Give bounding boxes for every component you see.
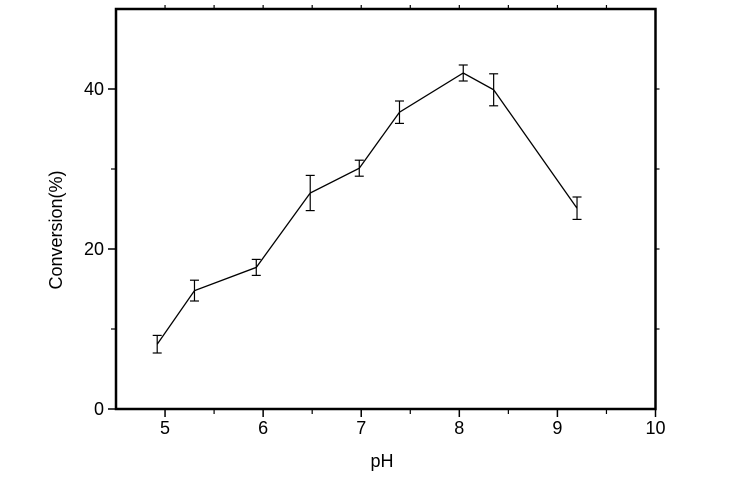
y-tick-label: 0: [94, 399, 104, 419]
plot-area: 5 6 7 8 9 10 0 20 40: [84, 5, 666, 438]
axis-ticks: [108, 5, 660, 417]
x-tick-label: 10: [645, 418, 665, 438]
x-axis-label: pH: [370, 451, 394, 471]
x-tick-label: 9: [552, 418, 562, 438]
x-tick-label: 6: [258, 418, 268, 438]
x-tick-label: 8: [454, 418, 464, 438]
y-tick-label: 20: [84, 239, 104, 259]
y-axis-label: Conversion(%): [46, 170, 66, 290]
error-bars: [152, 64, 582, 354]
data-line: [156, 72, 578, 345]
y-tick-label: 40: [84, 79, 104, 99]
x-tick-label: 5: [160, 418, 170, 438]
data-series: [152, 64, 582, 354]
plot-frame: [114, 7, 657, 411]
x-tick-label: 7: [356, 418, 366, 438]
tick-labels: 5 6 7 8 9 10 0 20 40: [84, 79, 666, 438]
